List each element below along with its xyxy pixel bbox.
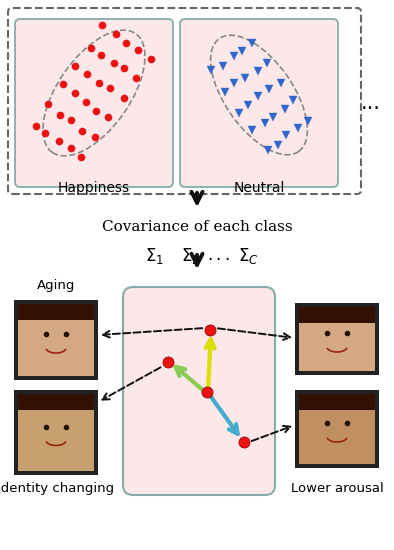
Text: $\Sigma_2$: $\Sigma_2$	[180, 246, 199, 266]
Bar	[299, 307, 375, 323]
Text: $\Sigma_1$: $\Sigma_1$	[145, 246, 165, 266]
Text: $...$: $...$	[207, 246, 229, 264]
FancyBboxPatch shape	[180, 19, 338, 187]
Bar	[18, 394, 94, 471]
Text: Happiness: Happiness	[58, 181, 130, 195]
Text: $\Sigma_C$: $\Sigma_C$	[238, 246, 258, 266]
Bar	[295, 303, 379, 375]
Text: Lower arousal: Lower arousal	[291, 482, 383, 495]
Bar	[18, 304, 94, 320]
Bar	[18, 394, 94, 410]
Bar	[14, 390, 98, 475]
Bar	[14, 300, 98, 380]
Text: Neutral: Neutral	[233, 181, 285, 195]
Text: Identity changing: Identity changing	[0, 482, 115, 495]
Bar	[299, 307, 375, 371]
Text: Covariance of each class: Covariance of each class	[102, 220, 292, 234]
FancyBboxPatch shape	[15, 19, 173, 187]
Bar	[299, 394, 375, 410]
Bar	[18, 304, 94, 376]
Bar	[295, 390, 379, 468]
Text: ...: ...	[361, 93, 381, 113]
Bar	[299, 394, 375, 464]
FancyBboxPatch shape	[123, 287, 275, 495]
Text: Aging: Aging	[37, 279, 75, 292]
